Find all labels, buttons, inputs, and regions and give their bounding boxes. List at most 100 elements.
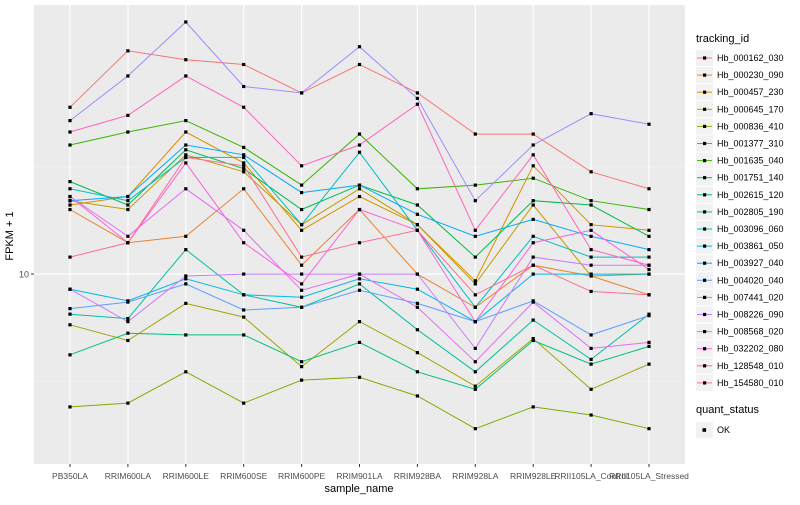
x-tick-label: RRIM600PE	[278, 471, 326, 481]
x-tick-label: RRIM928LA	[452, 471, 499, 481]
data-point	[126, 234, 130, 238]
data-point	[184, 155, 188, 160]
data-point	[531, 143, 535, 147]
data-point	[300, 282, 304, 286]
data-point	[242, 272, 246, 276]
data-point	[589, 255, 593, 259]
data-point	[126, 401, 130, 405]
legend-key-point	[703, 124, 707, 128]
data-point	[300, 305, 304, 309]
legend-key-point	[703, 227, 707, 231]
legend-label: Hb_001377_310	[717, 139, 784, 149]
data-point	[68, 312, 72, 316]
data-point	[589, 274, 593, 278]
data-point	[184, 118, 188, 123]
data-point	[300, 288, 304, 292]
data-point	[473, 387, 477, 391]
legend-key-point	[703, 159, 707, 163]
legend-label: Hb_001751_140	[717, 173, 784, 183]
y-tick-label: 10	[19, 270, 29, 280]
data-point	[126, 74, 130, 78]
data-point	[647, 234, 651, 238]
legend-label: Hb_007441_020	[717, 292, 784, 302]
legend-label: Hb_003096_060	[717, 224, 784, 234]
data-point	[126, 130, 130, 134]
data-point	[415, 287, 419, 291]
legend-label: Hb_000230_090	[717, 70, 784, 80]
data-point	[184, 301, 188, 305]
legend-label: Hb_002615_120	[717, 190, 784, 200]
data-point	[589, 199, 593, 203]
legend-label: Hb_008226_090	[717, 310, 784, 320]
legend-key-point	[703, 90, 707, 94]
legend-label: Hb_004020_040	[717, 275, 784, 285]
y-axis: 10	[19, 270, 34, 280]
data-point	[242, 308, 246, 312]
data-point	[589, 387, 593, 391]
data-point	[531, 405, 535, 409]
data-point	[300, 164, 304, 168]
data-point	[68, 180, 72, 184]
data-point	[242, 228, 246, 232]
data-point	[647, 293, 651, 297]
legend-label: Hb_000162_030	[717, 53, 784, 63]
data-point	[473, 320, 477, 324]
legend-key-point	[703, 141, 707, 146]
data-point	[242, 155, 246, 160]
data-point	[531, 203, 535, 207]
data-point	[68, 405, 72, 409]
x-tick-label: RRII105LA_Stressed	[609, 471, 689, 481]
legend-label: Hb_001635_040	[717, 156, 784, 166]
data-point	[589, 228, 593, 232]
data-point	[589, 289, 593, 294]
data-point	[300, 223, 304, 227]
legend-label: Hb_000645_170	[717, 104, 784, 114]
data-point	[300, 378, 304, 382]
data-point	[531, 132, 535, 136]
data-point	[473, 234, 477, 238]
x-tick-label: PB350LA	[52, 471, 88, 481]
legend-label: Hb_003861_050	[717, 241, 784, 251]
data-point	[242, 164, 246, 168]
data-point	[126, 207, 130, 212]
data-point	[415, 351, 419, 355]
data-point	[531, 234, 535, 238]
data-point	[242, 333, 246, 337]
data-point	[126, 331, 130, 335]
data-point	[531, 164, 535, 168]
data-point	[300, 207, 304, 212]
data-point	[126, 199, 130, 203]
x-axis-title: sample_name	[324, 483, 393, 495]
legend-key-point	[703, 312, 707, 317]
data-point	[531, 263, 535, 267]
data-point	[68, 255, 72, 259]
data-point	[589, 263, 593, 267]
data-point	[357, 183, 362, 187]
data-point	[242, 170, 246, 174]
data-point	[589, 333, 593, 337]
data-point	[531, 272, 535, 276]
data-point	[184, 333, 188, 337]
data-point	[473, 370, 477, 374]
data-point	[531, 255, 535, 259]
data-point	[184, 248, 188, 252]
data-point	[357, 320, 362, 324]
data-point	[531, 217, 535, 221]
legend-label: Hb_003927_040	[717, 258, 784, 268]
data-point	[589, 170, 593, 174]
data-point	[68, 194, 72, 199]
data-point	[242, 145, 246, 149]
data-point	[126, 320, 130, 324]
data-point	[184, 161, 188, 165]
data-point	[647, 228, 651, 232]
data-point	[415, 305, 419, 309]
data-point	[184, 74, 188, 78]
data-point	[473, 427, 477, 431]
data-point	[415, 223, 419, 227]
data-point	[647, 248, 651, 252]
data-point	[300, 255, 304, 259]
data-point	[300, 295, 304, 299]
legend-key-point	[703, 278, 707, 282]
data-point	[300, 272, 304, 276]
